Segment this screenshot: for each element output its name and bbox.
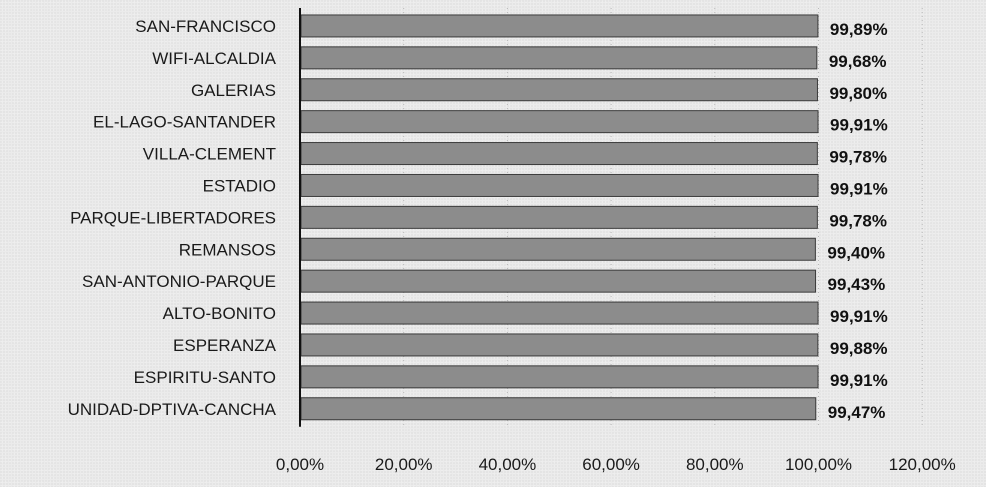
data-label: 99,40%: [827, 243, 885, 262]
category-label: REMANSOS: [179, 240, 276, 259]
data-label: 99,89%: [830, 20, 888, 39]
x-tick-label: 0,00%: [276, 455, 324, 474]
bar-el-lago-santander: [300, 110, 819, 134]
bar-san-francisco: [300, 14, 819, 38]
x-tick-label: 80,00%: [686, 455, 744, 474]
gridlines: [403, 8, 923, 427]
bars: [300, 14, 819, 421]
x-tick-label: 20,00%: [375, 455, 433, 474]
bar-espiritu-santo: [300, 365, 819, 389]
category-label: GALERIAS: [191, 81, 276, 100]
category-label: WIFI-ALCALDIA: [152, 49, 276, 68]
category-label: ESPIRITU-SANTO: [134, 368, 276, 387]
x-tick-label: 40,00%: [479, 455, 537, 474]
labels: SAN-FRANCISCO 99,89% WIFI-ALCALDIA 99,68% GA…: [68, 17, 956, 474]
category-label: ALTO-BONITO: [163, 304, 276, 323]
data-label: 99,78%: [829, 148, 887, 167]
bar-remansos: [300, 237, 816, 261]
category-label: ESPERANZA: [173, 336, 277, 355]
category-label: SAN-FRANCISCO: [135, 17, 276, 36]
data-label: 99,68%: [829, 52, 887, 71]
data-label: 99,47%: [828, 403, 886, 422]
data-label: 99,91%: [830, 307, 888, 326]
bar-estadio: [300, 173, 819, 197]
category-label: EL-LAGO-SANTANDER: [93, 113, 276, 132]
x-tick-label: 60,00%: [582, 455, 640, 474]
bar-esperanza: [300, 333, 819, 357]
category-label: SAN-ANTONIO-PARQUE: [82, 272, 276, 291]
category-label: ESTADIO: [203, 176, 276, 195]
bar-alto-bonito: [300, 301, 819, 325]
bar-wifi-alcaldia: [300, 46, 818, 70]
data-label: 99,78%: [829, 211, 887, 230]
data-label: 99,91%: [830, 371, 888, 390]
data-label: 99,80%: [829, 84, 887, 103]
bar-san-antonio-parque: [300, 269, 817, 293]
bar-villa-clement: [300, 142, 818, 166]
x-tick-label: 120,00%: [889, 455, 956, 474]
category-label: VILLA-CLEMENT: [143, 145, 276, 164]
bar-galerias: [300, 78, 818, 102]
data-label: 99,43%: [828, 275, 886, 294]
data-label: 99,91%: [830, 179, 888, 198]
category-label: PARQUE-LIBERTADORES: [70, 208, 276, 227]
category-label: UNIDAD-DPTIVA-CANCHA: [68, 400, 277, 419]
x-tick-label: 100,00%: [785, 455, 852, 474]
bar-parque-libertadores: [300, 205, 818, 229]
data-label: 99,91%: [830, 116, 888, 135]
bar-unidad-dptiva-cancha: [300, 397, 817, 421]
data-label: 99,88%: [830, 339, 888, 358]
